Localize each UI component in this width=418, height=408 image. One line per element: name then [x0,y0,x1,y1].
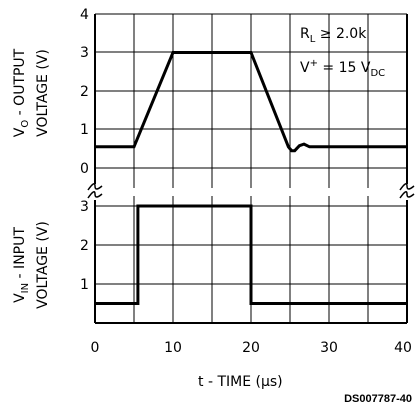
top-y-tick-label: 2 [80,84,89,100]
axis-break-marks [87,183,415,199]
top-y-tick-label: 3 [80,45,89,61]
top-y-tick-label: 0 [80,161,89,177]
top-y-tick-label: 4 [80,7,89,23]
x-tick-label: 0 [91,340,100,356]
load-resistance-annotation: RL ≥ 2.0k [300,26,367,45]
svg-text:VOLTAGE (V): VOLTAGE (V) [35,49,51,137]
supply-voltage-annotation: V+ = 15 VDC [300,58,385,79]
x-tick-label: 20 [242,340,260,356]
svg-text:VOLTAGE (V): VOLTAGE (V) [35,221,51,309]
x-tick-label: 10 [164,340,182,356]
x-tick-label: 30 [320,340,338,356]
bottom-y-tick-label: 2 [80,238,89,254]
x-tick-label: 40 [394,340,412,356]
svg-text:VO - OUTPUT: VO - OUTPUT [12,48,31,137]
input-voltage-trace [95,204,407,305]
top-y-tick-label: 1 [80,122,89,138]
top-y-axis-label-line2: VOLTAGE (V) [35,49,51,137]
svg-text:VIN - INPUT: VIN - INPUT [12,227,31,303]
bottom-y-axis-label: VIN - INPUT [12,227,31,303]
bottom-y-tick-label: 3 [80,199,89,215]
figure-id: DS007787-40 [344,393,412,405]
x-axis-label: t - TIME (μs) [198,374,283,390]
top-panel-grid [95,13,407,188]
output-voltage-trace [95,51,407,153]
top-y-axis-label: VO - OUTPUT [12,48,31,137]
bottom-y-axis-label-line2: VOLTAGE (V) [35,221,51,309]
bottom-y-tick-label: 1 [80,277,89,293]
